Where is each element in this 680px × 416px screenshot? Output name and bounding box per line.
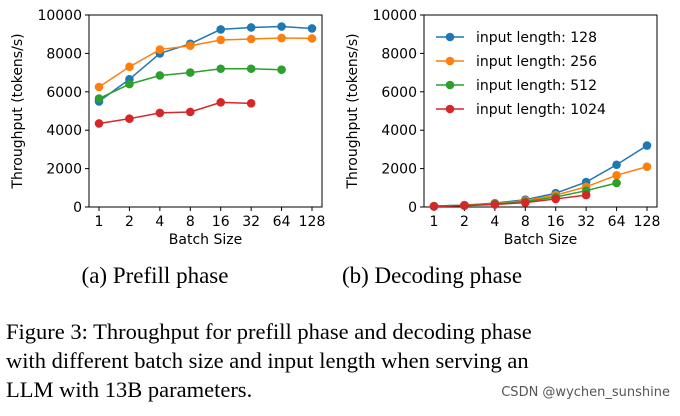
decoding-legend-input-length-256-swatch-marker: [445, 56, 455, 66]
prefill-x-tick-label: 128: [299, 214, 326, 230]
prefill-series-input-length-512-point: [277, 65, 286, 75]
prefill-chart-panel: 1 2 4 8 16 32 64 128 0 2000 4000 6000 8000 10000 Batch…: [10, 8, 325, 248]
figure-canvas: 1 2 4 8 16 32 64 1280200040006000800010000Batch…: [10, 8, 660, 288]
prefill-series-input-length-128-point: [277, 22, 286, 31]
prefill-series-input-length-128-point: [216, 25, 226, 34]
decoding-y-tick-label: 6000: [381, 85, 417, 101]
decoding-subcaption: (b) Decoding phase: [342, 263, 522, 288]
prefill-x-tick-label: 32: [242, 214, 260, 230]
figure-caption-line-3: LLM with 13B parameters.: [6, 377, 253, 402]
prefill-series-input-length-256-point: [307, 34, 317, 43]
decoding-series-input-length-128-point: [642, 141, 652, 150]
prefill-series-input-length-256-line: [98, 37, 313, 88]
decoding-x-tick-label: 16: [547, 214, 565, 230]
prefill-y-tick-label: 6000: [46, 85, 82, 101]
decoding-series-input-length-1024-line: [433, 194, 587, 208]
prefill-y-tick-label: 8000: [46, 46, 82, 62]
prefill-series-input-length-1024-point: [94, 119, 104, 128]
decoding-x-tick-label: 128: [634, 214, 661, 230]
prefill-y-tick-label: 4000: [46, 123, 82, 139]
decoding-series-input-length-1024-point: [460, 201, 469, 210]
prefill-subcaption: (a) Prefill phase: [82, 263, 229, 288]
prefill-series-input-length-512-point: [216, 64, 226, 74]
decoding-axes-frame: [423, 14, 658, 208]
decoding-x-tick-label: 32: [577, 214, 595, 230]
decoding-legend-input-length-512-label: input length: 512: [476, 78, 597, 94]
decoding-series-input-length-256-point: [642, 162, 652, 171]
decoding-legend-input-length-1024-swatch-marker: [445, 104, 455, 114]
decoding-y-tick-label: 4000: [381, 123, 417, 139]
prefill-x-tick-label: 4: [155, 214, 164, 230]
prefill-series-input-length-256-point: [216, 35, 226, 45]
prefill-x-tick-label: 8: [186, 214, 195, 230]
decoding-series-input-length-128-point: [612, 160, 621, 170]
prefill-series-input-length-1024-line: [98, 101, 252, 125]
decoding-y-axis-label: Throughput (tokens/s): [345, 33, 361, 189]
figure-caption-line-2: with different batch size and input leng…: [6, 348, 529, 373]
prefill-y-tick-label: 10000: [37, 8, 82, 24]
decoding-legend-input-length-128-label: input length: 128: [476, 30, 597, 46]
prefill-series-input-length-128-point: [246, 23, 256, 32]
prefill-x-tick-label: 1: [95, 214, 104, 230]
prefill-series-input-length-256-point: [246, 34, 256, 44]
decoding-series-input-length-512-point: [612, 178, 621, 188]
prefill-series-input-length-1024-point: [185, 107, 195, 117]
decoding-series-input-length-1024-point: [490, 200, 500, 209]
prefill-series-input-length-512-point: [185, 68, 195, 77]
prefill-series-input-length-512-point: [125, 79, 134, 89]
decoding-x-tick-label: 8: [521, 214, 530, 230]
decoding-x-tick-label: 1: [430, 214, 439, 230]
decoding-series-input-length-1024-point: [429, 202, 439, 211]
prefill-y-tick-label: 2000: [46, 162, 82, 178]
prefill-series-input-length-256-point: [277, 33, 286, 43]
prefill-series-input-length-256-point: [94, 82, 104, 92]
decoding-series-input-length-1024-point: [520, 198, 530, 207]
prefill-series-input-length-1024-point: [125, 114, 134, 123]
decoding-series-input-length-1024-point: [581, 190, 591, 200]
prefill-y-axis-label: Throughput (tokens/s): [10, 33, 26, 189]
decoding-chart-panel: 1 2 4 8 16 32 64 128 0 2000 4000 6000 8000 10000 Batch…: [345, 8, 660, 248]
prefill-x-axis-label: Batch Size: [169, 232, 242, 248]
prefill-axes-frame: [88, 14, 323, 208]
prefill-series-input-length-1024-point: [155, 108, 165, 118]
prefill-x-tick-label: 2: [125, 214, 134, 230]
decoding-series-input-length-1024-point: [551, 194, 561, 204]
decoding-x-tick-label: 2: [460, 214, 469, 230]
prefill-series-input-length-128-line: [98, 25, 313, 103]
decoding-legend-input-length-128-swatch-marker: [445, 32, 455, 42]
prefill-x-tick-label: 16: [212, 214, 230, 230]
decoding-x-tick-label: 4: [490, 214, 499, 230]
prefill-series-input-length-512-point: [155, 71, 165, 80]
decoding-y-tick-label: 2000: [381, 162, 417, 178]
decoding-y-tick-label: 8000: [381, 46, 417, 62]
prefill-series-input-length-1024-point: [216, 98, 226, 107]
decoding-series-input-length-256-point: [612, 171, 621, 180]
prefill-x-tick-label: 64: [273, 214, 291, 230]
decoding-y-tick-label: 10000: [372, 8, 417, 24]
decoding-y-tick-label: 0: [408, 200, 417, 216]
prefill-series-input-length-512-point: [94, 94, 104, 103]
prefill-series-input-length-1024-point: [246, 99, 256, 108]
prefill-series-input-length-256-point: [155, 45, 165, 54]
prefill-series-input-length-256-point: [125, 62, 134, 72]
decoding-x-axis-label: Batch Size: [504, 232, 577, 248]
decoding-legend-input-length-512-swatch-marker: [445, 80, 455, 90]
prefill-series-input-length-256-point: [185, 41, 195, 51]
decoding-legend-input-length-256-label: input length: 256: [476, 54, 597, 70]
figure-caption-line-1: Figure 3: Throughput for prefill phase a…: [6, 319, 532, 344]
decoding-legend-input-length-1024-label: input length: 1024: [476, 102, 606, 118]
prefill-y-tick-label: 0: [73, 200, 82, 216]
prefill-series-input-length-512-point: [246, 64, 256, 74]
prefill-series-input-length-128-point: [307, 24, 317, 33]
watermark: CSDN @wychen_sunshine: [501, 385, 670, 400]
decoding-x-tick-label: 64: [608, 214, 626, 230]
